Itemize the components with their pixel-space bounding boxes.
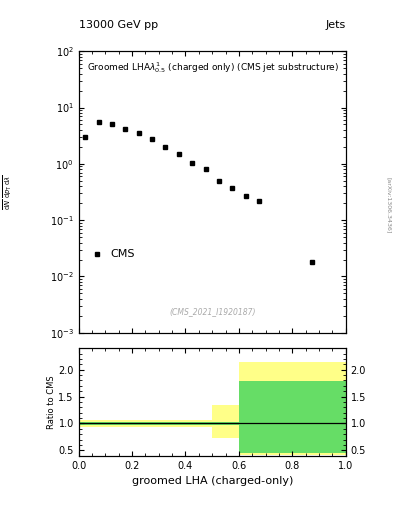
Text: Jets: Jets [325, 20, 346, 31]
Text: 13000 GeV pp: 13000 GeV pp [79, 20, 158, 31]
X-axis label: groomed LHA (charged-only): groomed LHA (charged-only) [132, 476, 293, 486]
Text: Groomed LHA$\lambda^1_{0.5}$ (charged only) (CMS jet substructure): Groomed LHA$\lambda^1_{0.5}$ (charged on… [86, 60, 339, 75]
Text: $\frac{1}{\mathrm{d}N}\,\frac{\mathrm{d}^2N}{\mathrm{d}p_\mathrm{T}\,\mathrm{d}\: $\frac{1}{\mathrm{d}N}\,\frac{\mathrm{d}… [0, 174, 14, 210]
Text: (CMS_2021_I1920187): (CMS_2021_I1920187) [169, 307, 255, 316]
Text: [arXiv:1306.3436]: [arXiv:1306.3436] [386, 177, 391, 233]
Text: CMS: CMS [111, 249, 135, 259]
Y-axis label: Ratio to CMS: Ratio to CMS [47, 375, 55, 429]
